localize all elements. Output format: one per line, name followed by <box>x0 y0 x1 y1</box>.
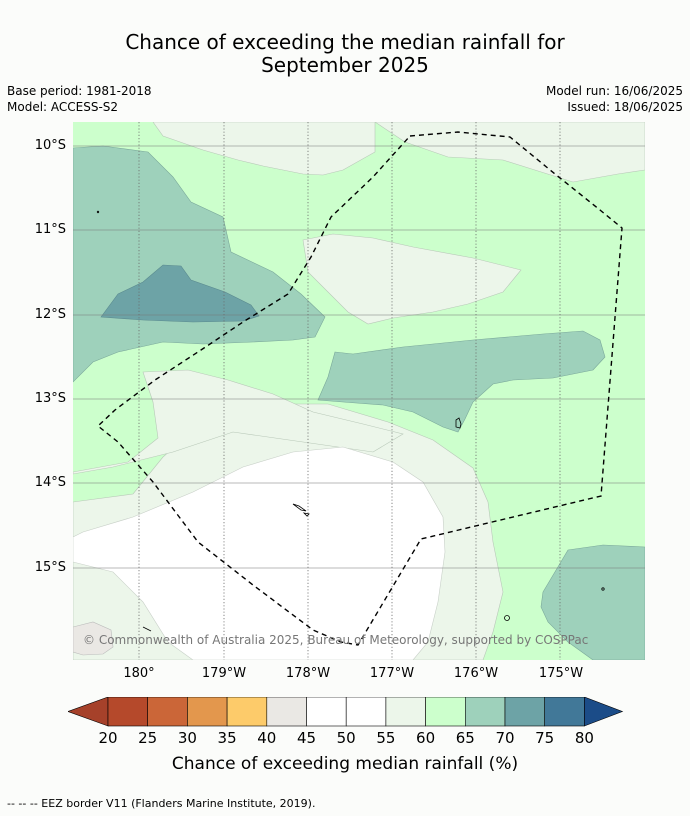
lat-label-13s: 13°S <box>34 391 66 406</box>
band-55-60-top <box>153 122 645 183</box>
colorbar-cell <box>266 696 307 727</box>
lon-label-180: 180° <box>123 666 155 681</box>
colorbar-cell <box>226 696 268 727</box>
colorbar-cell <box>425 696 466 727</box>
colorbar-cell <box>306 696 347 727</box>
title-line-2: September 2025 <box>261 53 429 77</box>
lat-label-10s: 10°S <box>34 138 66 153</box>
issued-date: Issued: 18/06/2025 <box>567 100 683 114</box>
colorbar-cell <box>504 696 546 727</box>
colorbar-tick-label: 50 <box>336 729 356 747</box>
colorbar-tick-label: 80 <box>574 729 594 747</box>
colorbar-tick-label: 25 <box>138 729 158 747</box>
colorbar-tick-label: 55 <box>376 729 396 747</box>
eez-legend-note: -- -- -- EEZ border V11 (Flanders Marine… <box>7 797 316 810</box>
meta-left: Base period: 1981-2018 Model: ACCESS-S2 <box>7 83 152 115</box>
band-65-70-west <box>73 145 326 383</box>
band-45-50 <box>73 621 114 656</box>
lon-label-176w: 176°W <box>453 666 499 681</box>
colorbar-tick-label: 35 <box>217 729 237 747</box>
colorbar-cell <box>544 696 585 727</box>
colorbar-cell <box>464 696 506 727</box>
rainfall-map <box>73 122 645 660</box>
colorbar-tick-label: 40 <box>257 729 277 747</box>
band-70-75-west <box>100 264 260 323</box>
lon-label-178w: 178°W <box>285 666 331 681</box>
islands <box>96 210 605 632</box>
meta-right: Model run: 16/06/2025 Issued: 18/06/2025 <box>546 83 683 115</box>
copyright-notice: © Commonwealth of Australia 2025, Bureau… <box>83 633 589 647</box>
colorbar-tick-label: 60 <box>416 729 436 747</box>
latitude-gridlines <box>73 145 645 569</box>
longitude-gridlines <box>138 122 561 660</box>
colorbar-tick-label: 65 <box>455 729 475 747</box>
colorbar-tick-label: 70 <box>495 729 515 747</box>
colorbar-extend-high <box>584 696 624 727</box>
colorbar <box>67 696 624 733</box>
lat-label-14s: 14°S <box>34 475 66 490</box>
map-title: Chance of exceeding the median rainfall … <box>0 31 690 77</box>
base-period: Base period: 1981-2018 <box>7 84 152 98</box>
colorbar-cell <box>187 696 228 727</box>
colorbar-tick-label: 45 <box>296 729 317 747</box>
lat-label-15s: 15°S <box>34 560 66 575</box>
band-55-60-top-2 <box>152 122 376 176</box>
band-55-60-west <box>73 369 404 475</box>
colorbar-cell <box>107 696 149 727</box>
model-name: Model: ACCESS-S2 <box>7 100 119 114</box>
colorbar-cell <box>147 696 188 727</box>
colorbar-tick-label: 75 <box>535 729 555 747</box>
map-svg <box>73 122 645 660</box>
band-55-60-mid <box>302 233 522 325</box>
lat-label-11s: 11°S <box>34 222 66 237</box>
model-run: Model run: 16/06/2025 <box>545 84 683 98</box>
colorbar-label: Chance of exceeding median rainfall (%) <box>171 754 519 774</box>
colorbar-tick-label: 30 <box>177 729 197 747</box>
colorbar-cell <box>345 696 387 727</box>
lon-label-179w: 179°W <box>201 666 247 681</box>
band-50-55 <box>73 446 446 660</box>
lat-label-12s: 12°S <box>34 307 66 322</box>
colorbar-cell <box>385 696 426 727</box>
band-65-70-southeast <box>540 544 645 660</box>
eez-border <box>96 131 623 646</box>
colorbar-svg <box>67 696 624 727</box>
colorbar-extend-low <box>67 696 109 727</box>
lon-label-175w: 175°W <box>538 666 584 681</box>
lon-label-177w: 177°W <box>369 666 415 681</box>
band-65-70-central <box>317 330 606 433</box>
colorbar-tick-label: 20 <box>98 729 118 747</box>
title-line-1: Chance of exceeding the median rainfall … <box>125 30 565 54</box>
